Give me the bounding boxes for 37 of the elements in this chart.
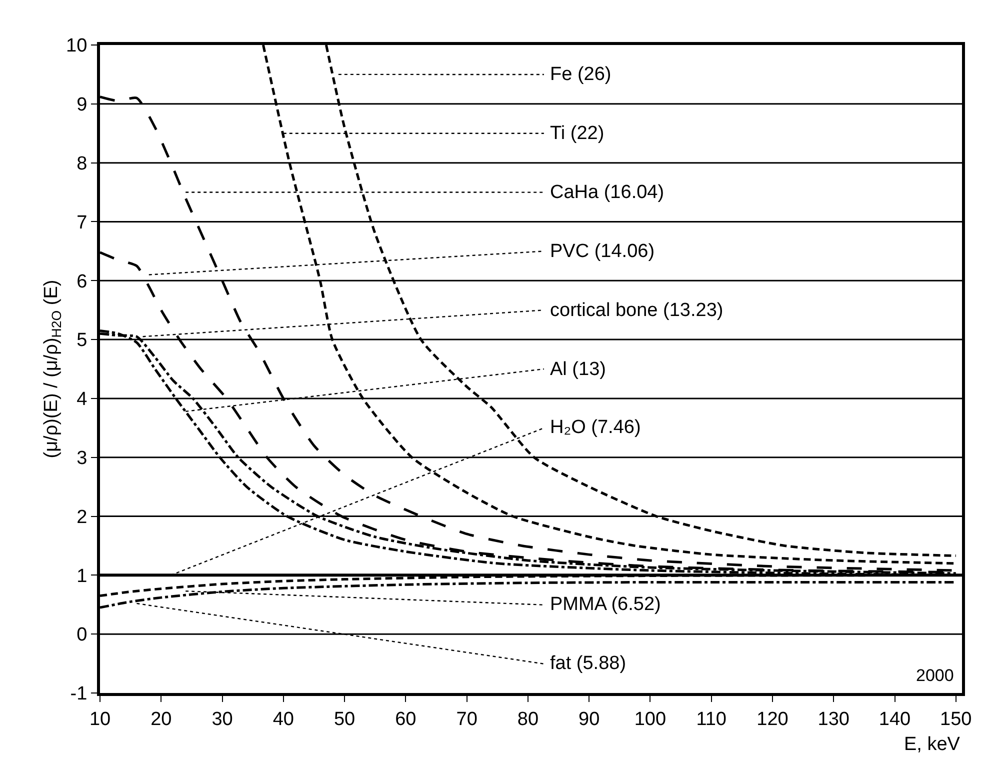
y-tick-label: 2 xyxy=(76,506,88,528)
y-tick-label: 9 xyxy=(76,94,88,116)
x-tick-label: 60 xyxy=(395,708,416,730)
annotation: H₂O (7.46) xyxy=(550,417,641,438)
x-tick-label: 100 xyxy=(634,708,666,730)
y-tick-label: 5 xyxy=(76,330,88,352)
x-tick-label: 120 xyxy=(756,708,788,730)
x-tick-label: 70 xyxy=(456,708,478,730)
annotation: cortical bone (13.23) xyxy=(550,300,724,321)
y-tick-label: -1 xyxy=(70,684,88,705)
y-tick-label: 8 xyxy=(76,153,88,174)
y-tick-label: 4 xyxy=(76,389,88,410)
annotation: 2000 xyxy=(916,666,954,685)
x-tick-label: 150 xyxy=(940,708,972,730)
x-tick-label: 30 xyxy=(212,708,233,730)
x-tick-label: 140 xyxy=(878,708,911,730)
y-tick-label: 3 xyxy=(76,448,88,470)
annotation: CaHa (16.04) xyxy=(550,182,664,203)
x-tick-label: 130 xyxy=(818,708,850,730)
y-tick-label: 7 xyxy=(76,212,88,234)
y-tick-label: 0 xyxy=(76,624,88,646)
x-tick-label: 40 xyxy=(272,708,294,730)
y-tick-label: 1 xyxy=(76,566,88,587)
annotation: PMMA (6.52) xyxy=(550,594,661,615)
annotation: Ti (22) xyxy=(550,123,604,144)
x-tick-label: 110 xyxy=(696,708,726,730)
annotation: PVC (14.06) xyxy=(550,241,655,262)
x-tick-label: 80 xyxy=(517,708,539,730)
x-tick-label: 90 xyxy=(578,708,600,730)
x-tick-label: 20 xyxy=(150,708,172,730)
annotation: Al (13) xyxy=(550,359,606,380)
y-tick-label: 6 xyxy=(76,271,88,292)
x-axis-title: E, keV xyxy=(904,734,960,755)
y-tick-label: 10 xyxy=(66,36,88,57)
annotation: fat (5.88) xyxy=(550,653,626,674)
annotation: Fe (26) xyxy=(550,64,612,85)
x-tick-label: 50 xyxy=(334,708,356,730)
